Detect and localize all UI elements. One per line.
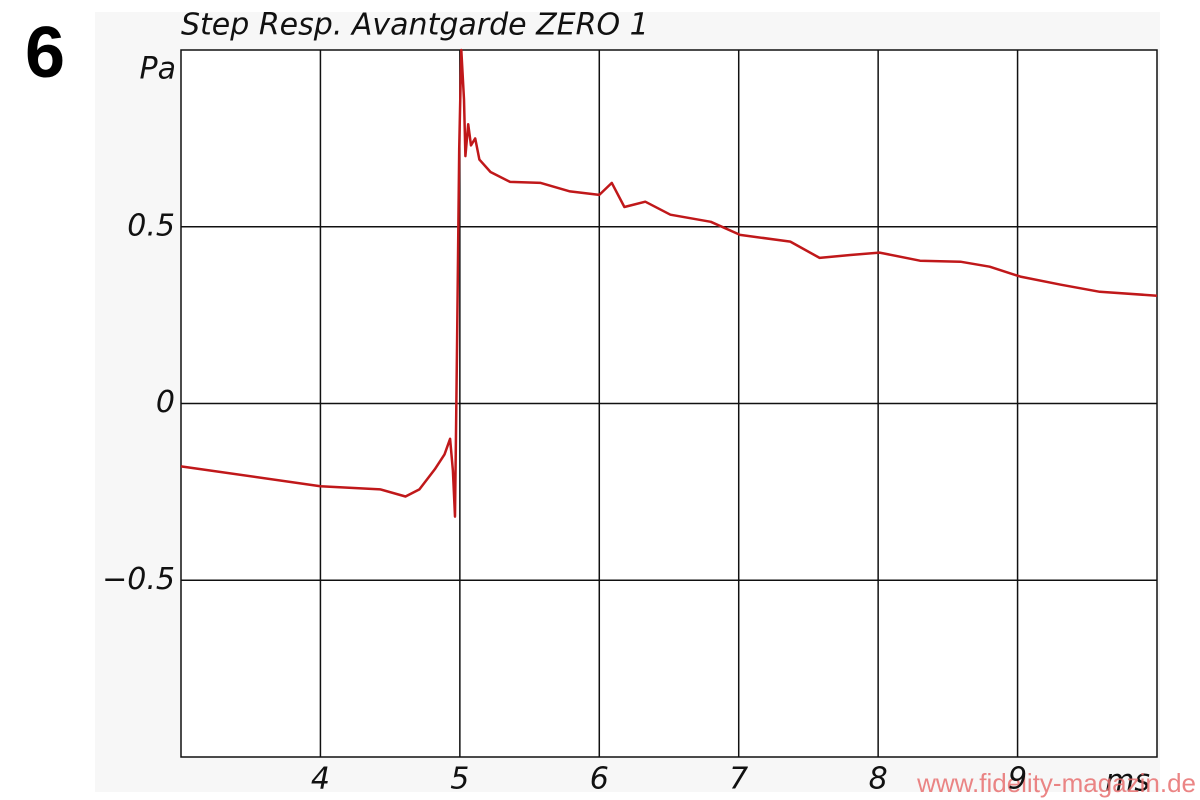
y-tick-label: −0.5 bbox=[102, 562, 175, 597]
line-series bbox=[180, 48, 1158, 518]
figure-number: 6 bbox=[25, 13, 65, 93]
x-tick-label: 9 bbox=[1008, 762, 1027, 797]
x-tick-label: 5 bbox=[450, 762, 469, 797]
y-tick-label: 0.5 bbox=[127, 208, 175, 243]
x-tick-label: 6 bbox=[590, 762, 609, 797]
watermark: www.fidelity-magazin.de bbox=[916, 768, 1196, 798]
x-tick-label: 7 bbox=[729, 762, 748, 797]
x-tick-label: 8 bbox=[869, 762, 888, 797]
y-tick-label: 0 bbox=[156, 385, 175, 420]
y-unit: Pa bbox=[140, 52, 176, 87]
x-tick-label: 4 bbox=[311, 762, 330, 797]
chart-title: Step Resp. Avantgarde ZERO 1 bbox=[181, 8, 649, 43]
x-unit: ms bbox=[1105, 764, 1150, 799]
